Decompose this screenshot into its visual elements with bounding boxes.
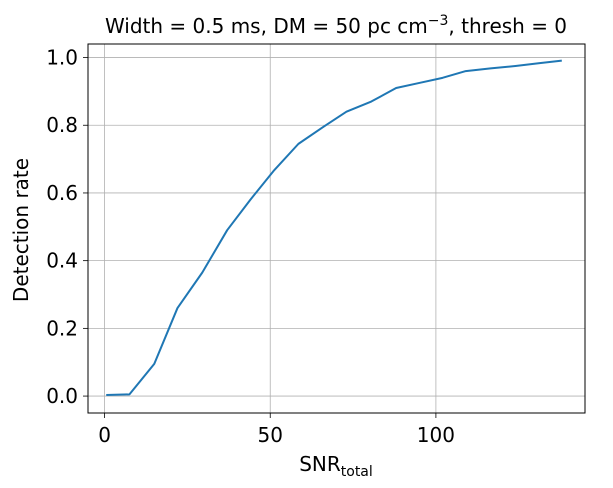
x-axis-label: SNRtotal xyxy=(299,452,373,480)
y-tick-label: 1.0 xyxy=(46,46,78,70)
y-axis-label: Detection rate xyxy=(9,158,33,302)
tick-marks xyxy=(83,57,437,418)
series-line xyxy=(106,59,562,397)
x-tick-label: 50 xyxy=(258,423,283,447)
x-axis-label-subscript: total xyxy=(341,464,373,480)
y-tick-label: 0.2 xyxy=(46,316,78,340)
grid-lines xyxy=(88,44,585,413)
x-tick-label: 0 xyxy=(98,423,111,447)
tick-labels: 0 50 100 0.0 0.2 0.4 0.6 0.8 1.0 xyxy=(46,46,455,447)
chart-title-suffix: , thresh = 0 xyxy=(448,14,567,38)
chart-title-prefix: Width = 0.5 ms, DM = 50 pc cm xyxy=(105,14,428,38)
axes-frame xyxy=(87,43,586,414)
x-tick-label: 100 xyxy=(417,423,455,447)
series-layer xyxy=(106,59,562,397)
y-tick-label: 0.8 xyxy=(46,113,78,137)
x-axis-label-main: SNR xyxy=(299,452,341,476)
chart-title-superscript: −3 xyxy=(428,13,449,29)
y-tick-label: 0.0 xyxy=(46,384,78,408)
chart-title: Width = 0.5 ms, DM = 50 pc cm−3, thresh … xyxy=(105,13,567,38)
y-tick-label: 0.6 xyxy=(46,181,78,205)
y-tick-label: 0.4 xyxy=(46,249,78,273)
